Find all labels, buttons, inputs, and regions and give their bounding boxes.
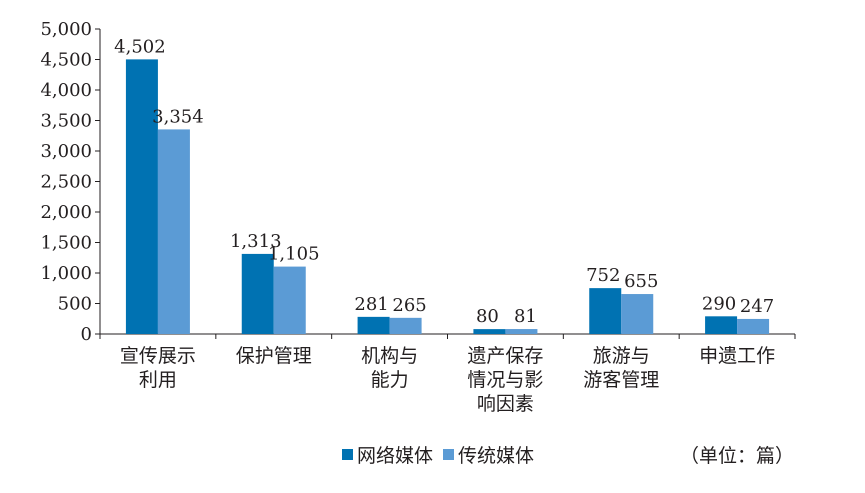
x-category-label: 游客管理 [583, 369, 659, 391]
data-label: 290 [702, 293, 736, 314]
x-category-label: 宣传展示 [120, 345, 196, 367]
legend-swatch-series-2 [443, 449, 455, 460]
data-label: 80 [476, 306, 499, 327]
data-label: 281 [354, 294, 388, 315]
data-label: 655 [624, 271, 658, 292]
legend-label-series-1: 网络媒体 [357, 445, 434, 467]
bar-series-1 [241, 253, 274, 334]
y-tick-label: 1,000 [40, 263, 92, 284]
bar-series-2 [273, 266, 306, 334]
y-tick-label: 2,500 [40, 172, 92, 193]
bars [125, 59, 770, 335]
x-category-label: 申遗工作 [699, 345, 775, 367]
x-category-label: 利用 [139, 369, 177, 391]
data-label: 1,313 [230, 231, 282, 252]
unit-note: （单位：篇） [680, 445, 795, 467]
y-tick-label: 4,000 [40, 80, 92, 101]
x-category-label: 能力 [371, 369, 409, 391]
bar-series-2 [389, 317, 422, 334]
bar-series-1 [473, 329, 506, 334]
x-category-label: 情况与影 [467, 369, 543, 391]
bar-series-1 [589, 288, 622, 334]
data-label: 752 [586, 265, 620, 286]
data-label: 4,502 [114, 36, 166, 57]
legend: 网络媒体 传统媒体 [342, 441, 544, 468]
bar-series-1 [357, 316, 390, 334]
bar-series-2 [621, 294, 654, 334]
legend-item-series-2: 传统媒体 [443, 441, 534, 468]
y-tick-label: 3,500 [40, 111, 92, 132]
bar-series-2 [157, 129, 190, 334]
y-tick-label: 2,000 [40, 202, 92, 223]
data-label: 3,354 [152, 106, 204, 127]
y-tick-label: 500 [58, 294, 92, 315]
x-category-label: 保护管理 [236, 345, 312, 367]
legend-label-series-2: 传统媒体 [458, 445, 535, 467]
x-category-label: 机构与 [361, 345, 418, 367]
bar-series-1 [705, 316, 738, 334]
data-label: 265 [392, 295, 426, 316]
bar-series-2 [737, 318, 770, 334]
data-label: 81 [514, 306, 537, 327]
y-tick-label: 1,500 [40, 233, 92, 254]
y-tick-label: 3,000 [40, 141, 92, 162]
y-tick-label: 5,000 [40, 19, 92, 40]
axes: 0 500 1,000 1,500 2,000 2,500 3,000 3,500 4,000 4… [40, 19, 796, 345]
legend-swatch-series-1 [342, 449, 353, 460]
x-category-label: 旅游与 [593, 345, 650, 367]
x-category-label: 遗产保存 [467, 345, 543, 367]
data-label: 247 [740, 296, 774, 317]
x-category-label: 响因素 [477, 393, 534, 415]
y-tick-label: 0 [81, 324, 92, 345]
bar-series-1 [125, 59, 158, 335]
legend-item-series-1: 网络媒体 [342, 441, 433, 468]
bar-series-2 [505, 329, 538, 334]
data-label: 1,105 [268, 244, 320, 265]
y-tick-label: 4,500 [40, 50, 92, 71]
